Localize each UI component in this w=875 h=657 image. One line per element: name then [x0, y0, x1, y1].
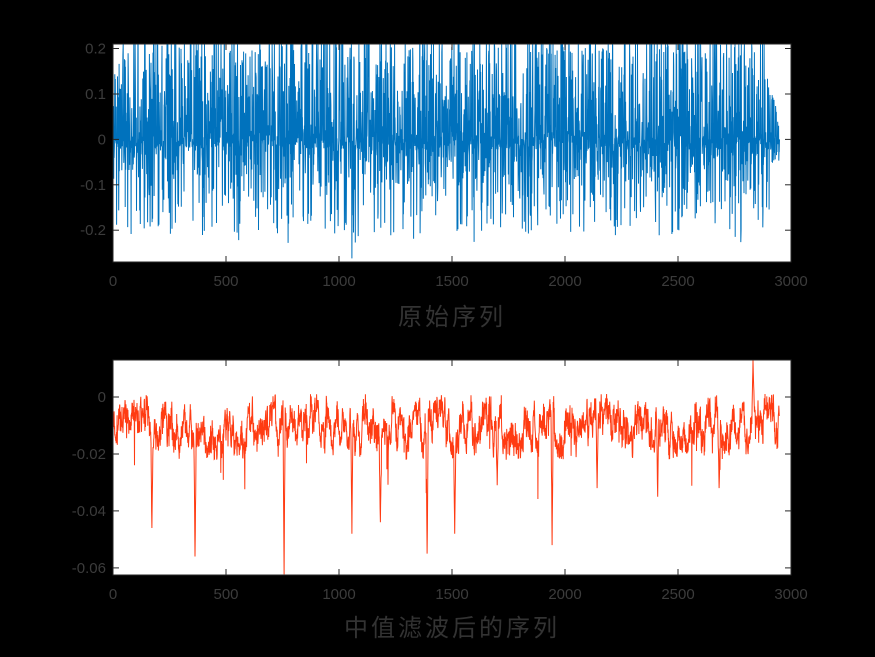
x-tick-label: 500 — [213, 586, 238, 603]
x-tick-label: 0 — [109, 273, 117, 290]
y-tick-label: -0.06 — [72, 560, 106, 577]
y-tick-label: 0 — [98, 389, 106, 406]
x-tick-label: 2500 — [661, 273, 694, 290]
x-tick-label: 2500 — [661, 586, 694, 603]
y-tick-label: -0.02 — [72, 446, 106, 463]
original-sequence-title: 原始序列 — [398, 305, 506, 331]
x-tick-label: 1500 — [435, 586, 468, 603]
y-tick-label: 0.2 — [85, 41, 106, 58]
x-tick-label: 0 — [109, 586, 117, 603]
y-tick-label: -0.04 — [72, 503, 106, 520]
y-tick-label: -0.2 — [80, 222, 106, 239]
y-tick-label: 0 — [98, 131, 106, 148]
x-tick-label: 2000 — [548, 586, 581, 603]
filtered-sequence-title: 中值滤波后的序列 — [344, 616, 560, 642]
original-sequence-waveform — [112, 43, 780, 259]
x-tick-label: 2000 — [548, 273, 581, 290]
y-tick-label: 0.1 — [85, 86, 106, 103]
x-tick-label: 1000 — [322, 273, 355, 290]
median-filtered-sequence-plot-area — [113, 360, 791, 575]
x-tick-label: 500 — [213, 273, 238, 290]
median-filtered-sequence-waveform — [112, 360, 780, 575]
x-tick-label: 3000 — [774, 273, 807, 290]
y-tick-label: -0.1 — [80, 177, 106, 194]
x-tick-label: 3000 — [774, 586, 807, 603]
x-tick-label: 1000 — [322, 586, 355, 603]
x-tick-label: 1500 — [435, 273, 468, 290]
